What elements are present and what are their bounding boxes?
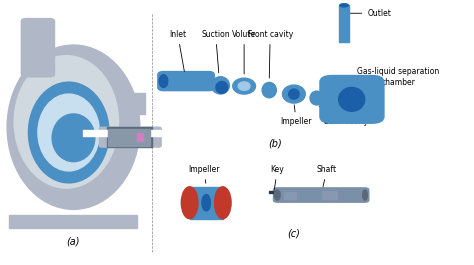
- Bar: [9, 215, 137, 228]
- Ellipse shape: [159, 75, 168, 87]
- Text: Shaft: Shaft: [317, 165, 337, 187]
- Bar: [108, 129, 150, 146]
- Text: Gas-liquid separation
chamber: Gas-liquid separation chamber: [357, 67, 439, 90]
- Text: Key: Key: [270, 165, 284, 189]
- FancyBboxPatch shape: [158, 72, 214, 91]
- Ellipse shape: [216, 81, 228, 93]
- Text: Back cavity: Back cavity: [319, 106, 368, 126]
- Bar: [322, 191, 337, 199]
- Text: (c): (c): [287, 228, 301, 238]
- Ellipse shape: [262, 82, 276, 98]
- Ellipse shape: [7, 45, 140, 209]
- Text: Volute: Volute: [232, 30, 256, 74]
- FancyBboxPatch shape: [273, 188, 369, 202]
- Ellipse shape: [38, 94, 100, 171]
- Ellipse shape: [214, 187, 231, 219]
- Bar: [339, 5, 349, 42]
- Ellipse shape: [182, 187, 198, 219]
- Ellipse shape: [338, 87, 365, 111]
- Text: Outlet: Outlet: [347, 9, 391, 18]
- Ellipse shape: [340, 4, 348, 7]
- FancyBboxPatch shape: [100, 127, 161, 147]
- Text: (a): (a): [67, 236, 80, 246]
- Ellipse shape: [283, 85, 305, 103]
- Text: Impeller: Impeller: [281, 105, 312, 126]
- Ellipse shape: [211, 77, 229, 94]
- Text: Suction: Suction: [201, 30, 230, 73]
- Text: Impeller: Impeller: [188, 165, 219, 183]
- Ellipse shape: [28, 82, 109, 183]
- Bar: [269, 191, 279, 193]
- Bar: [83, 130, 161, 136]
- Ellipse shape: [289, 89, 299, 99]
- Ellipse shape: [14, 56, 118, 188]
- Ellipse shape: [310, 91, 323, 105]
- Ellipse shape: [233, 78, 255, 94]
- Ellipse shape: [52, 114, 95, 162]
- Bar: [284, 192, 296, 199]
- Bar: [137, 132, 143, 141]
- Text: Inlet: Inlet: [169, 30, 186, 72]
- FancyBboxPatch shape: [320, 76, 384, 123]
- Ellipse shape: [363, 190, 367, 200]
- Bar: [130, 93, 145, 114]
- Ellipse shape: [274, 190, 280, 200]
- FancyBboxPatch shape: [21, 19, 55, 77]
- Bar: [190, 187, 223, 219]
- Ellipse shape: [202, 195, 210, 211]
- Text: (b): (b): [268, 138, 282, 148]
- Text: Front cavity: Front cavity: [247, 30, 293, 78]
- Ellipse shape: [238, 82, 250, 90]
- Bar: [107, 127, 152, 147]
